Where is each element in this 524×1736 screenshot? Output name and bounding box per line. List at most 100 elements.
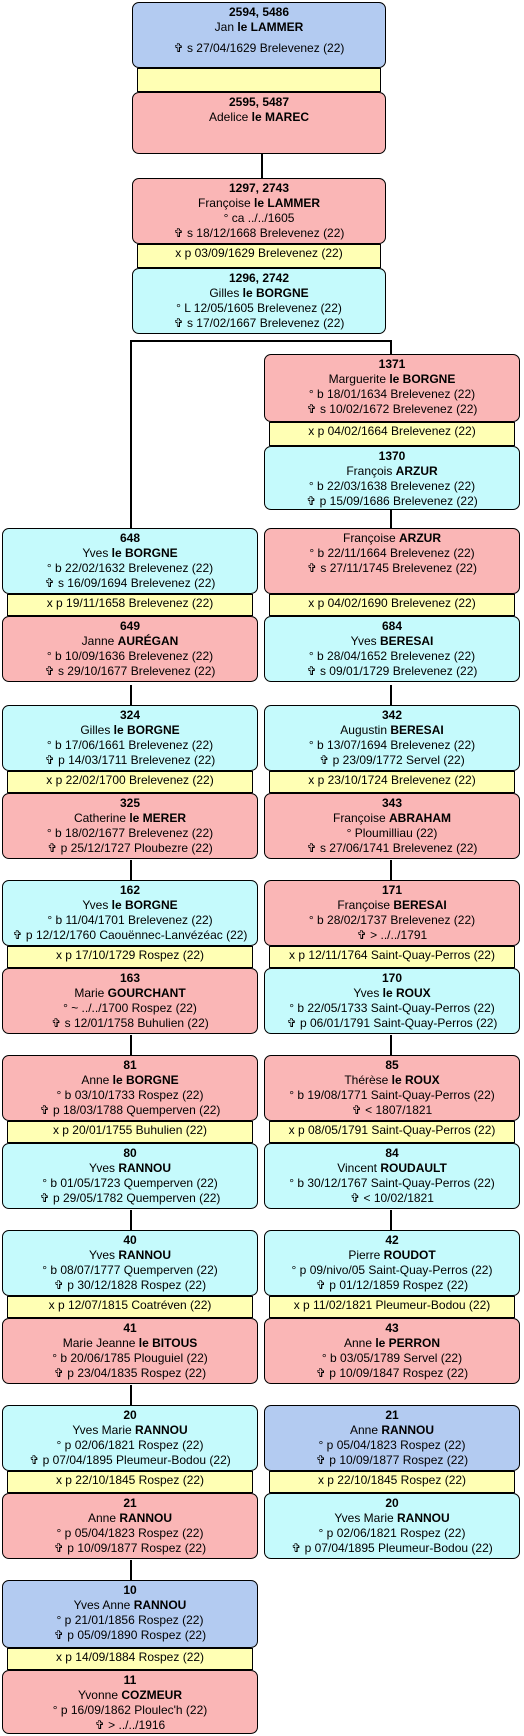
event-line: ° b 22/05/1733 Saint-Quay-Perros (22) (289, 1001, 495, 1015)
person-card[interactable]: 684 Yves BERESAI ° b 28/04/1652 Brelevenez… (264, 616, 520, 682)
event-line: ✞ s 27/06/1741 Brelevenez (22) (306, 841, 478, 855)
event-line: ✞ p 10/09/1877 Rospez (22) (53, 1541, 207, 1555)
event-line: ✞ s 10/02/1672 Brelevenez (22) (306, 402, 478, 416)
person-card[interactable]: 2594, 5486 Jan le LAMMER ✞ s 27/04/1629 … (132, 2, 386, 68)
event-line: ° b 03/10/1733 Rospez (22) (56, 1088, 204, 1102)
person-name: Pierre ROUDOT (348, 1248, 436, 1262)
person-name: Françoise BERESAI (337, 898, 447, 912)
person-card[interactable]: 163 Marie GOURCHANT ° ~ ../../1700 Rospez … (2, 968, 258, 1034)
event-line: ✞ p 06/01/1791 Saint-Quay-Perros (22) (286, 1016, 498, 1030)
event-line: ° L 12/05/1605 Brelevenez (22) (176, 301, 342, 315)
marriage-bar: x p 04/02/1690 Brelevenez (22) (269, 594, 515, 616)
person-card[interactable]: 20 Yves Marie RANNOU ° p 02/06/1821 Rospez… (2, 1405, 258, 1471)
event-line: ✞ p 18/03/1788 Quemperven (22) (39, 1103, 221, 1117)
connector-line (261, 154, 263, 178)
sosa-number: 325 (119, 796, 141, 810)
person-card[interactable]: 2595, 5487 Adelice le MAREC (132, 92, 386, 154)
event-line: ° b 22/03/1638 Brelevenez (22) (308, 479, 476, 493)
person-name: Françoise ARZUR (342, 531, 442, 545)
connector-line (130, 340, 132, 528)
event-line: ✞ s 29/10/1677 Brelevenez (22) (44, 664, 216, 678)
person-name: Jan le LAMMER (214, 20, 304, 34)
person-card[interactable]: 21 Anne RANNOU ° p 05/04/1823 Rospez (22) ✞… (2, 1493, 258, 1559)
marriage-bar: x p 11/02/1821 Pleumeur-Bodou (22) (269, 1296, 515, 1318)
connector-line (130, 1560, 132, 1580)
event-line: ° b 28/04/1652 Brelevenez (22) (308, 649, 476, 663)
event-line: ° b 19/08/1771 Saint-Quay-Perros (22) (289, 1088, 495, 1102)
event-line: ✞ p 10/09/1847 Rospez (22) (315, 1366, 469, 1380)
person-card[interactable]: 649 Janne AURÉGAN ° b 10/09/1636 Brelevene… (2, 616, 258, 682)
person-card[interactable]: 648 Yves le BORGNE ° b 22/02/1632 Breleven… (2, 528, 258, 594)
person-name: Janne AURÉGAN (81, 634, 179, 648)
marriage-bar: x p 22/02/1700 Brelevenez (22) (7, 771, 253, 793)
event-line: ✞ > ../../1916 (94, 1718, 166, 1732)
event-line: ° b 13/07/1694 Brelevenez (22) (308, 738, 476, 752)
person-card[interactable]: 342 Augustin BERESAI ° b 13/07/1694 Brelev… (264, 705, 520, 771)
person-card[interactable]: 343 Françoise ABRAHAM ° Ploumilliau (22) ✞ … (264, 793, 520, 859)
connector-line (130, 1035, 132, 1055)
person-name: Yves le BORGNE (82, 898, 178, 912)
person-card[interactable]: 43 Anne le PERRON ° b 03/05/1789 Servel (2… (264, 1318, 520, 1384)
person-card[interactable]: 20 Yves Marie RANNOU ° p 02/06/1821 Rospez… (264, 1493, 520, 1559)
person-card[interactable]: Françoise ARZUR ° b 22/11/1664 Brelevenez… (264, 528, 520, 594)
connector-line (390, 340, 392, 354)
person-card[interactable]: 11 Yvonne COZMEUR ° p 16/09/1862 Ploulec'h… (2, 1670, 258, 1734)
person-card[interactable]: 81 Anne le BORGNE ° b 03/10/1733 Rospez (2… (2, 1055, 258, 1121)
person-card[interactable]: 170 Yves le ROUX ° b 22/05/1733 Saint-Quay… (264, 968, 520, 1034)
person-card[interactable]: 1296, 2742 Gilles le BORGNE ° L 12/05/16… (132, 268, 386, 334)
marriage-bar: x p 22/10/1845 Rospez (22) (269, 1471, 515, 1493)
person-card[interactable]: 162 Yves le BORGNE ° b 11/04/1701 Breleven… (2, 880, 258, 946)
marriage-bar: x p 08/05/1791 Saint-Quay-Perros (22) (269, 1121, 515, 1143)
person-card[interactable]: 41 Marie Jeanne le BITOUS ° b 20/06/1785 P… (2, 1318, 258, 1384)
person-card[interactable]: 1297, 2743 Françoise le LAMMER ° ca ../.… (132, 178, 386, 244)
sosa-number: 81 (123, 1058, 137, 1072)
connector-line (130, 860, 132, 880)
person-name: Anne le BORGNE (81, 1073, 179, 1087)
person-card[interactable]: 42 Pierre ROUDOT ° p 09/nivo/05 Saint-Quay… (264, 1230, 520, 1296)
person-name: Augustin BERESAI (340, 723, 444, 737)
event-line: ° b 22/02/1632 Brelevenez (22) (46, 561, 214, 575)
event-line: ° p 09/nivo/05 Saint-Quay-Perros (22) (291, 1263, 493, 1277)
sosa-number: 2594, 5486 (228, 5, 290, 19)
person-name: Gilles le BORGNE (80, 723, 180, 737)
person-name: Thérèse le ROUX (344, 1073, 440, 1087)
person-card[interactable]: 1371 Marguerite le BORGNE ° b 18/01/1634… (264, 354, 520, 422)
event-line: ✞ s 17/02/1667 Brelevenez (22) (173, 316, 345, 330)
person-name: Yves RANNOU (88, 1248, 172, 1262)
person-card[interactable]: 84 Vincent ROUDAULT ° b 30/12/1767 Saint-Q… (264, 1143, 520, 1209)
event-line: ✞ p 01/12/1859 Rospez (22) (315, 1278, 469, 1292)
sosa-number: 171 (381, 883, 403, 897)
event-line: ✞ p 07/04/1895 Pleumeur-Bodou (22) (291, 1541, 493, 1555)
event-line: ✞ p 25/12/1727 Ploubezre (22) (47, 841, 213, 855)
event-line: ° p 02/06/1821 Rospez (22) (318, 1526, 466, 1540)
sosa-number: 684 (381, 619, 403, 633)
person-card[interactable]: 324 Gilles le BORGNE ° b 17/06/1661 Brelev… (2, 705, 258, 771)
event-line: ✞ > ../../1791 (356, 928, 428, 942)
person-card[interactable]: 80 Yves RANNOU ° b 01/05/1723 Quemperven (… (2, 1143, 258, 1209)
marriage-bar: x p 03/09/1629 Brelevenez (22) (137, 244, 381, 268)
person-card[interactable]: 85 Thérèse le ROUX ° b 19/08/1771 Saint-Qu… (264, 1055, 520, 1121)
person-card[interactable]: 40 Yves RANNOU ° b 08/07/1777 Quemperven (… (2, 1230, 258, 1296)
event-line: ° b 18/02/1677 Brelevenez (22) (46, 826, 214, 840)
sosa-number: 42 (385, 1233, 399, 1247)
person-card[interactable]: 325 Catherine le MERER ° b 18/02/1677 Brel… (2, 793, 258, 859)
person-card[interactable]: 21 Anne RANNOU ° p 05/04/1823 Rospez (22) ✞… (264, 1405, 520, 1471)
person-card[interactable]: 171 Françoise BERESAI ° b 28/02/1737 Brele… (264, 880, 520, 946)
person-card[interactable]: 10 Yves Anne RANNOU ° p 21/01/1856 Rospez … (2, 1580, 258, 1648)
sosa-number: 20 (123, 1408, 137, 1422)
person-name: Yves Marie RANNOU (72, 1423, 188, 1437)
sosa-number: 162 (119, 883, 141, 897)
person-name: Yvonne COZMEUR (77, 1688, 183, 1702)
marriage-bar: x p 19/11/1658 Brelevenez (22) (7, 594, 253, 616)
marriage-bar: x p 14/09/1884 Rospez (22) (7, 1648, 253, 1670)
connector-line (130, 685, 132, 705)
event-line: ✞ p 23/04/1835 Rospez (22) (53, 1366, 207, 1380)
sosa-number: 170 (381, 971, 403, 985)
person-name: Yves Anne RANNOU (73, 1598, 187, 1612)
sosa-number: 2595, 5487 (228, 95, 290, 109)
event-line: ✞ s 16/09/1694 Brelevenez (22) (44, 576, 216, 590)
event-line: ✞ s 12/01/1758 Buhulien (22) (51, 1016, 209, 1030)
connector-line (390, 1035, 392, 1055)
person-card[interactable]: 1370 François ARZUR ° b 22/03/1638 Brele… (264, 446, 520, 510)
marriage-bar: x p 12/11/1764 Saint-Quay-Perros (22) (269, 946, 515, 968)
